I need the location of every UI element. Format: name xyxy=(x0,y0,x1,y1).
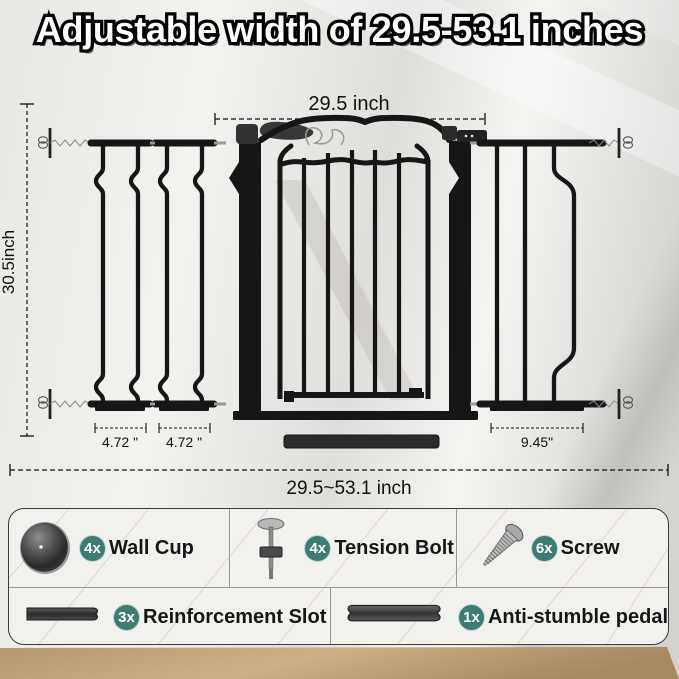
svg-text:29.5~53.1 inch: 29.5~53.1 inch xyxy=(286,478,411,499)
svg-text:4.72 ": 4.72 " xyxy=(166,434,202,450)
svg-text:29.5 inch: 29.5 inch xyxy=(308,93,389,115)
svg-text:4.72 ": 4.72 " xyxy=(102,434,138,450)
svg-text:30.5inch: 30.5inch xyxy=(0,230,18,294)
svg-text:9.45": 9.45" xyxy=(521,434,553,450)
